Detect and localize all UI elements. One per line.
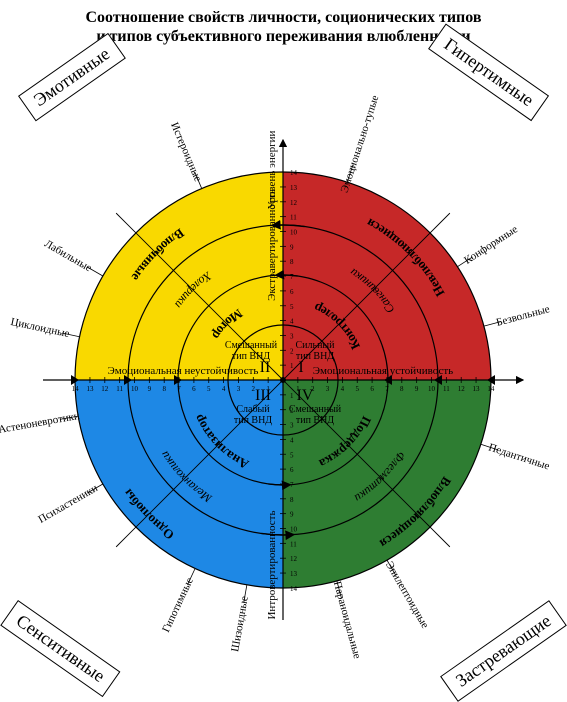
- typology-wheel-diagram: 1111222233334444555566667777888899991010…: [0, 0, 567, 667]
- svg-text:Эмоциональная устойчивость: Эмоциональная устойчивость: [313, 365, 453, 377]
- svg-text:4: 4: [222, 385, 226, 393]
- svg-text:Экстравертированность: Экстравертированность: [266, 189, 278, 301]
- svg-text:11: 11: [290, 214, 297, 222]
- svg-text:7: 7: [290, 273, 294, 281]
- svg-text:14: 14: [487, 385, 495, 393]
- svg-text:3: 3: [237, 385, 241, 393]
- svg-text:13: 13: [290, 570, 298, 578]
- svg-text:10: 10: [290, 229, 298, 237]
- svg-text:9: 9: [290, 511, 294, 519]
- svg-text:14: 14: [290, 169, 298, 177]
- svg-text:Слабыйтип ВНД: Слабыйтип ВНД: [234, 404, 272, 426]
- svg-text:6: 6: [192, 385, 196, 393]
- svg-text:Эмоциональная неустойчивость: Эмоциональная неустойчивость: [108, 365, 259, 377]
- svg-text:14: 14: [290, 585, 298, 593]
- svg-text:3: 3: [290, 422, 294, 430]
- svg-text:6: 6: [370, 385, 374, 393]
- svg-text:6: 6: [290, 466, 294, 474]
- svg-text:7: 7: [177, 385, 181, 393]
- svg-text:12: 12: [458, 385, 466, 393]
- svg-text:10: 10: [428, 385, 436, 393]
- svg-text:10: 10: [131, 385, 139, 393]
- svg-text:Смешанныйтип ВНД: Смешанныйтип ВНД: [289, 404, 342, 426]
- svg-text:4: 4: [290, 318, 294, 326]
- svg-text:Сильныйтип ВНД: Сильныйтип ВНД: [296, 340, 336, 362]
- svg-text:7: 7: [385, 385, 389, 393]
- svg-text:11: 11: [116, 385, 123, 393]
- svg-text:13: 13: [290, 184, 298, 192]
- title-line2: и типов субъективного переживания влюбле…: [96, 28, 470, 45]
- svg-text:12: 12: [290, 555, 298, 563]
- svg-text:5: 5: [290, 303, 294, 311]
- svg-text:3: 3: [326, 385, 330, 393]
- svg-text:3: 3: [290, 332, 294, 340]
- svg-text:14: 14: [72, 385, 80, 393]
- svg-text:13: 13: [86, 385, 94, 393]
- svg-text:4: 4: [341, 385, 345, 393]
- svg-text:9: 9: [148, 385, 152, 393]
- svg-text:7: 7: [290, 481, 294, 489]
- svg-text:III: III: [255, 387, 271, 404]
- svg-text:5: 5: [290, 451, 294, 459]
- svg-text:12: 12: [101, 385, 109, 393]
- chart-title: Соотношение свойств личности, соционичес…: [0, 8, 567, 46]
- svg-text:1: 1: [290, 362, 294, 370]
- svg-text:2: 2: [290, 347, 294, 355]
- svg-text:4: 4: [290, 436, 294, 444]
- svg-text:10: 10: [290, 526, 298, 534]
- svg-text:IV: IV: [297, 387, 314, 404]
- svg-text:8: 8: [290, 496, 294, 504]
- svg-text:1: 1: [290, 392, 294, 400]
- svg-text:11: 11: [290, 540, 297, 548]
- svg-text:Смешанныйтип ВНД: Смешанныйтип ВНД: [225, 340, 278, 362]
- svg-text:5: 5: [356, 385, 360, 393]
- svg-text:13: 13: [473, 385, 481, 393]
- svg-text:11: 11: [443, 385, 450, 393]
- svg-text:8: 8: [290, 258, 294, 266]
- svg-text:6: 6: [290, 288, 294, 296]
- svg-text:12: 12: [290, 199, 298, 207]
- svg-text:8: 8: [400, 385, 404, 393]
- svg-text:8: 8: [162, 385, 166, 393]
- svg-text:9: 9: [290, 243, 294, 251]
- svg-text:5: 5: [207, 385, 211, 393]
- svg-text:9: 9: [415, 385, 419, 393]
- svg-text:Интровертированность: Интровертированность: [266, 510, 278, 619]
- title-line1: Соотношение свойств личности, соционичес…: [85, 9, 481, 26]
